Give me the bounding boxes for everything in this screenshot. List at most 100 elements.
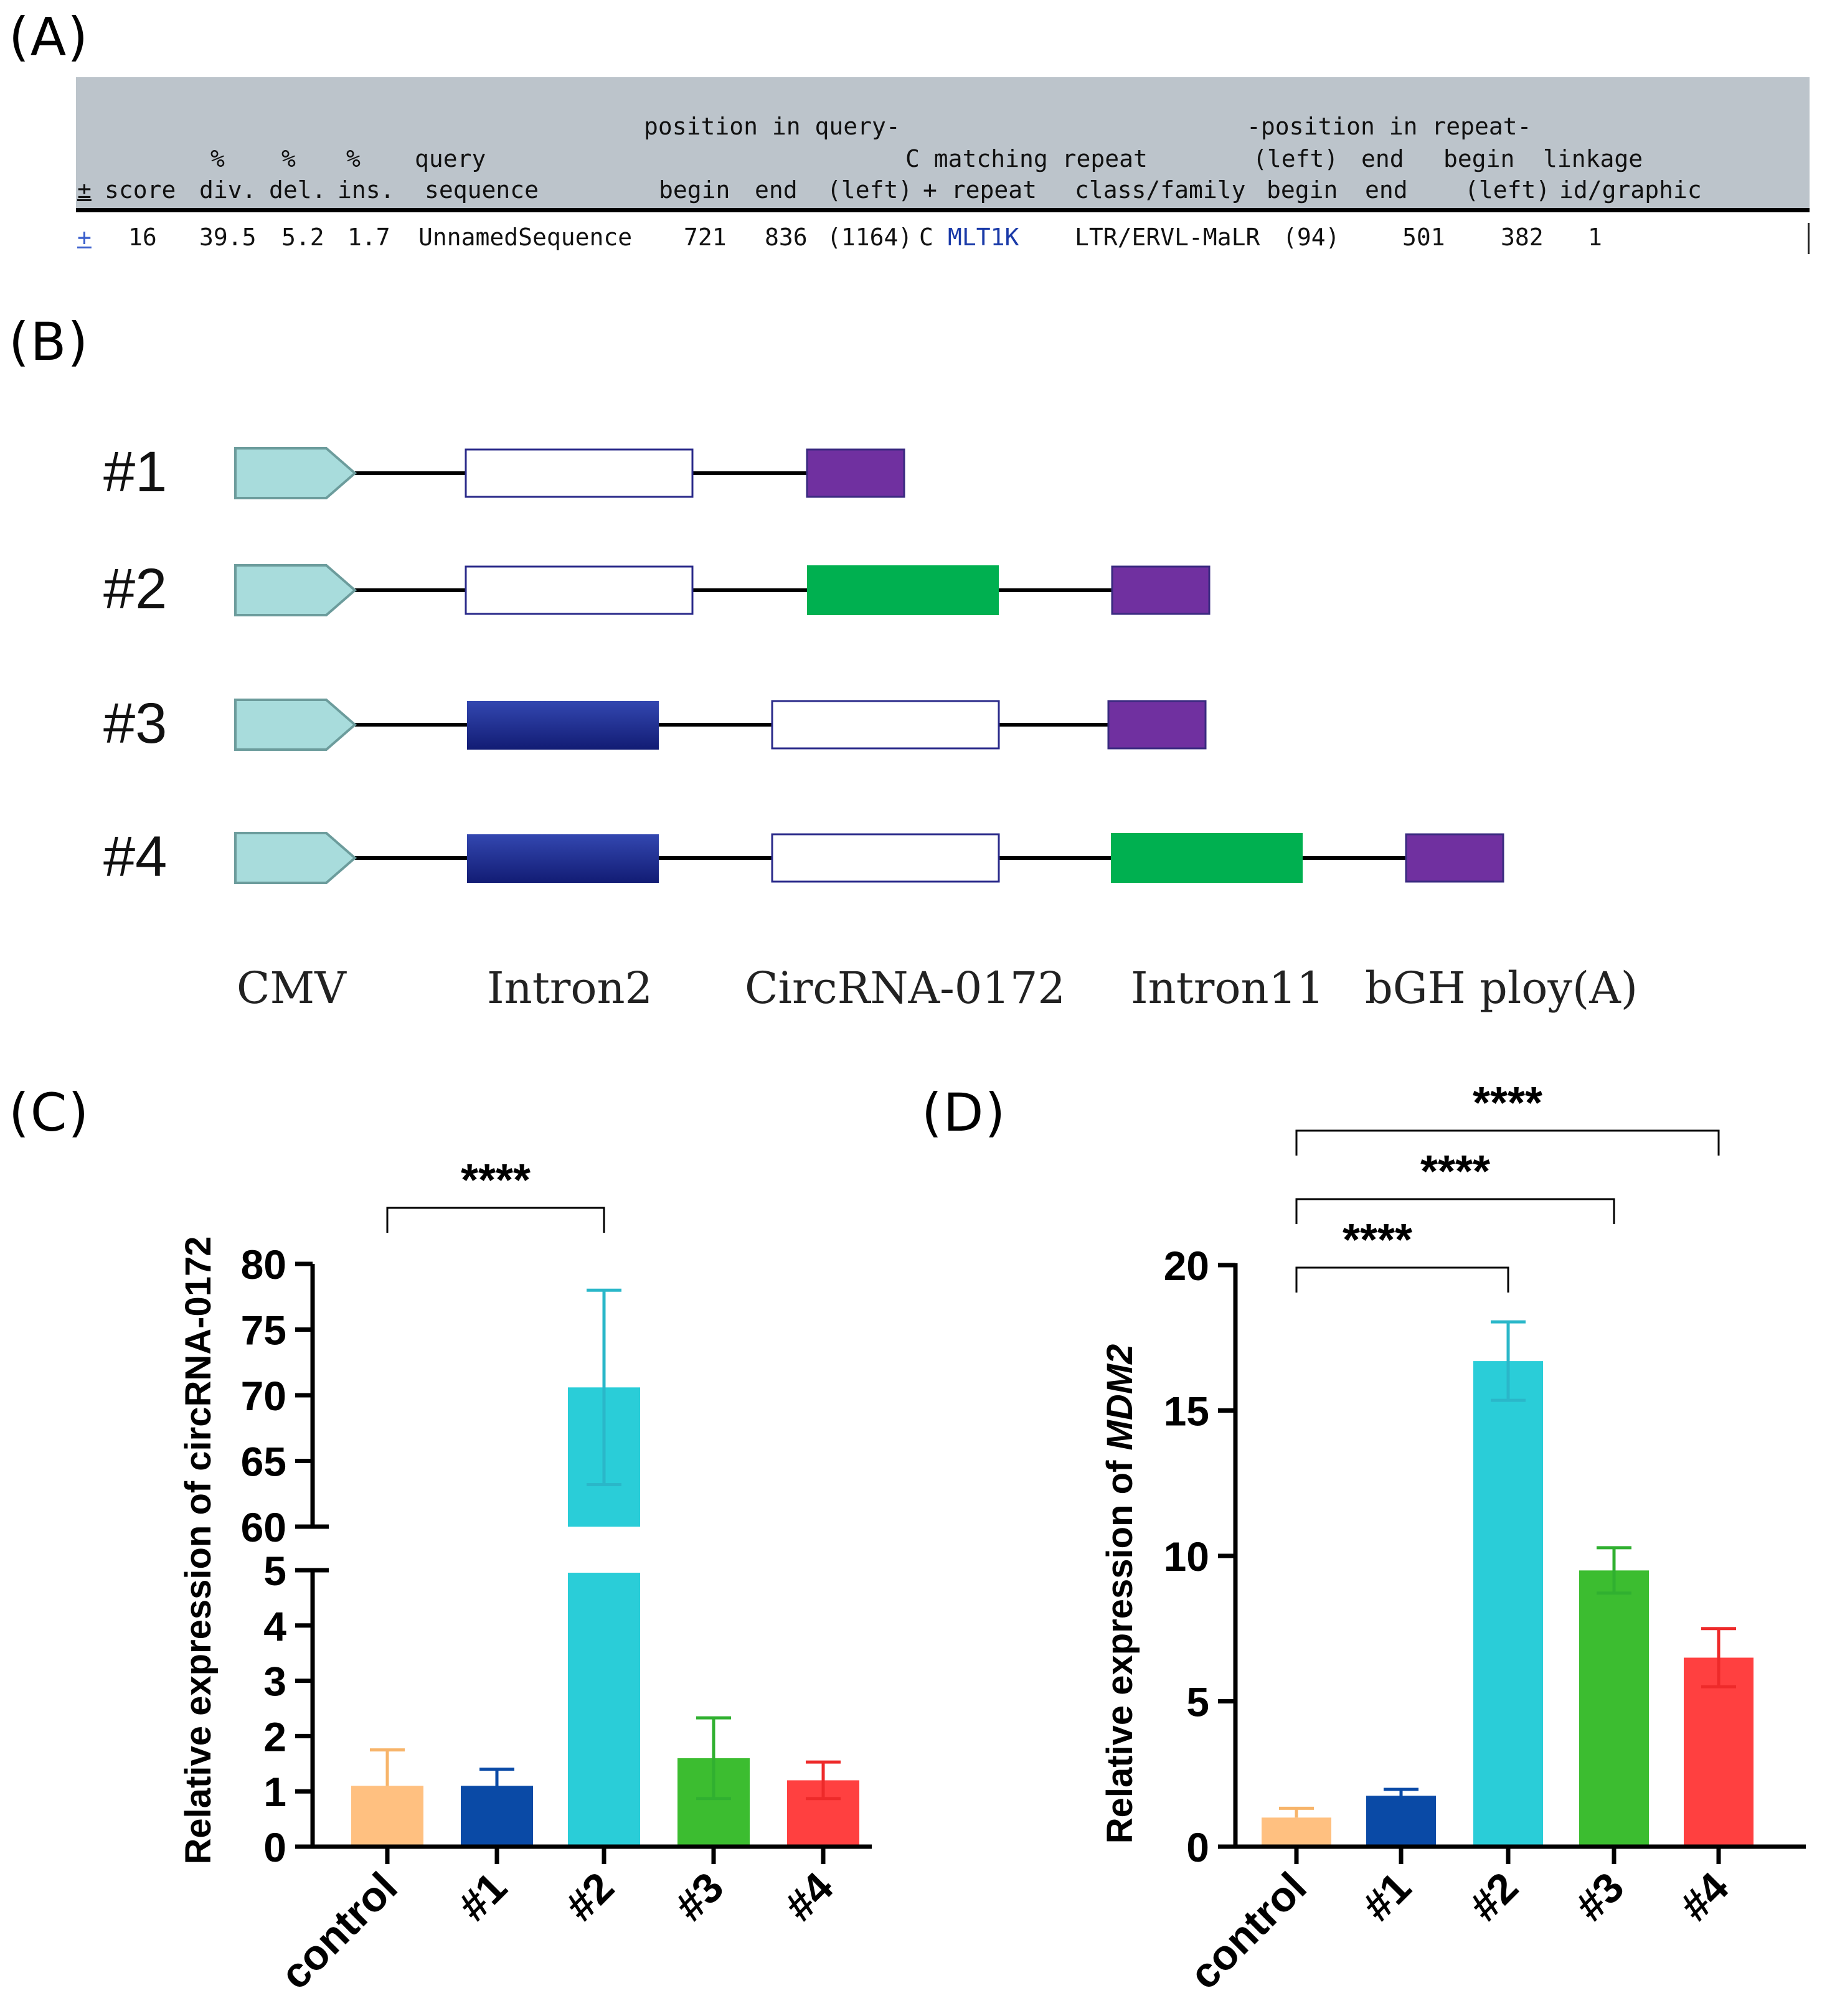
intron11-box [807,565,999,615]
header-plus-repeat: + repeat [923,176,1037,204]
construct-4 [234,832,1504,884]
header-div: div. [199,176,257,204]
repeatmasker-table: position in query- -position in repeat- … [76,77,1810,258]
header-repeat-begin: begin [1267,176,1338,204]
row-end: 836 [765,224,808,251]
bar-#3 [1579,1570,1649,1847]
cmv-promoter [234,564,357,616]
row-repeat-begin: 382 [1501,224,1544,251]
polya-box [1405,833,1504,883]
bar-#2 [1473,1361,1543,1847]
construct-label-4: #4 [103,825,168,888]
construct-label-2: #2 [103,557,168,621]
y-axis-label: Relative expression of circRNA-0172 [178,1236,219,1865]
header-sequence: sequence [425,176,539,204]
y-tick-label-0: 0 [1186,1824,1209,1870]
y-tick-label-60: 60 [241,1504,286,1550]
header-position-in-query: position in query- [644,113,900,140]
header-begin-top: begin [1443,145,1515,172]
header-score: score [105,176,176,204]
row-repeat-left: (94) [1283,224,1340,251]
row-sequence: UnnamedSequence [418,224,633,251]
legend-cmv: CMV [237,963,346,1014]
significance-label: **** [1343,1215,1412,1265]
header-left: (left) [827,176,913,204]
construct-2 [234,564,1211,616]
header-pct-ins: % [346,145,361,172]
y-tick-label-15: 15 [1164,1388,1209,1434]
header-del: del. [269,176,326,204]
cmv-promoter [234,832,357,884]
y-tick-label-5: 5 [1186,1679,1209,1725]
header-repeat-left: (left) [1465,176,1551,204]
row-left: (1164) [827,224,913,251]
row-end-rule [1808,223,1810,254]
construct-diagram [234,447,1504,884]
circrna-box [465,565,694,615]
polya-box [1111,565,1211,615]
y-tick-label-80: 80 [241,1241,286,1288]
y-tick-label-3: 3 [263,1659,286,1705]
intron11-box [1111,833,1303,883]
header-linkage: linkage [1543,145,1643,172]
panel-label-c: (C) [9,1082,90,1143]
x-tick-label-control: control [1181,1863,1316,1999]
construct-1 [234,447,905,499]
bar-#2-lower [568,1573,640,1847]
legend-polya: bGH ploy(A) [1365,963,1638,1014]
significance-bracket [1295,1198,1615,1224]
significance-label: **** [1473,1078,1542,1128]
y-tick-label-75: 75 [241,1307,286,1354]
row-del: 5.2 [281,224,324,251]
x-tick-label-#1: #1 [1353,1863,1420,1930]
header-left-top: (left) [1253,145,1339,172]
construct-label-1: #1 [103,440,168,504]
header-plusminus: ± [77,176,92,204]
circrna-box [771,700,1000,750]
significance-label: **** [1420,1147,1490,1197]
x-tick-label-control: control [271,1863,407,1999]
cmv-promoter [234,699,357,751]
y-tick-label-1: 1 [263,1769,286,1815]
row-expand-link[interactable]: + [77,224,92,251]
header-ins: ins. [337,176,395,204]
significance-bracket [386,1207,605,1233]
x-tick-label-#2: #2 [1460,1863,1527,1930]
chart-mdm2-expression: 0 5 10 15 20 control #1 #2 #3 #4 Relative expressi… [1100,1078,1806,1999]
table-header-band [76,77,1810,208]
x-tick-label-#3: #3 [1566,1863,1633,1930]
x-tick-label-#1: #1 [449,1863,516,1930]
header-position-in-repeat: -position in repeat- [1247,113,1532,140]
circrna-box [771,833,1000,883]
header-pct-div: % [210,145,225,172]
bar-control [351,1786,423,1847]
row-score: 16 [128,224,157,251]
y-axis-label-prefix: Relative expression of [1100,1450,1140,1844]
chart-circrna-expression: 0 1 2 3 4 560 65 70 75 80 control #1 #2 #3 #4 Relative … [178,1156,872,1999]
header-end: end [755,176,798,204]
row-div: 39.5 [199,224,257,251]
construct-3 [234,699,1207,751]
panel-label-a: (A) [9,6,90,67]
y-tick-label-5: 5 [263,1548,286,1594]
significance-label: **** [461,1156,531,1205]
row-strand: C [919,224,933,251]
header-query: query [415,145,486,172]
y-tick-label-10: 10 [1164,1533,1209,1580]
x-tick-label-#4: #4 [775,1863,842,1930]
construct-label-3: #3 [103,692,168,755]
significance-bracket [1295,1266,1509,1293]
x-tick-label-#4: #4 [1671,1863,1737,1930]
header-class-family: class/family [1075,176,1246,204]
legend-intron2: Intron2 [487,963,653,1014]
x-tick-label-#2: #2 [556,1863,623,1930]
y-tick-label-70: 70 [241,1373,286,1419]
intron2-box [467,834,659,883]
panel-label-d: (D) [922,1082,1007,1143]
header-pct-del: % [281,145,296,172]
x-tick-label-#3: #3 [666,1863,732,1930]
y-tick-label-2: 2 [263,1713,286,1759]
header-divider [76,208,1810,212]
row-ins: 1.7 [347,224,390,251]
row-repeat-link[interactable]: MLT1K [948,224,1019,251]
